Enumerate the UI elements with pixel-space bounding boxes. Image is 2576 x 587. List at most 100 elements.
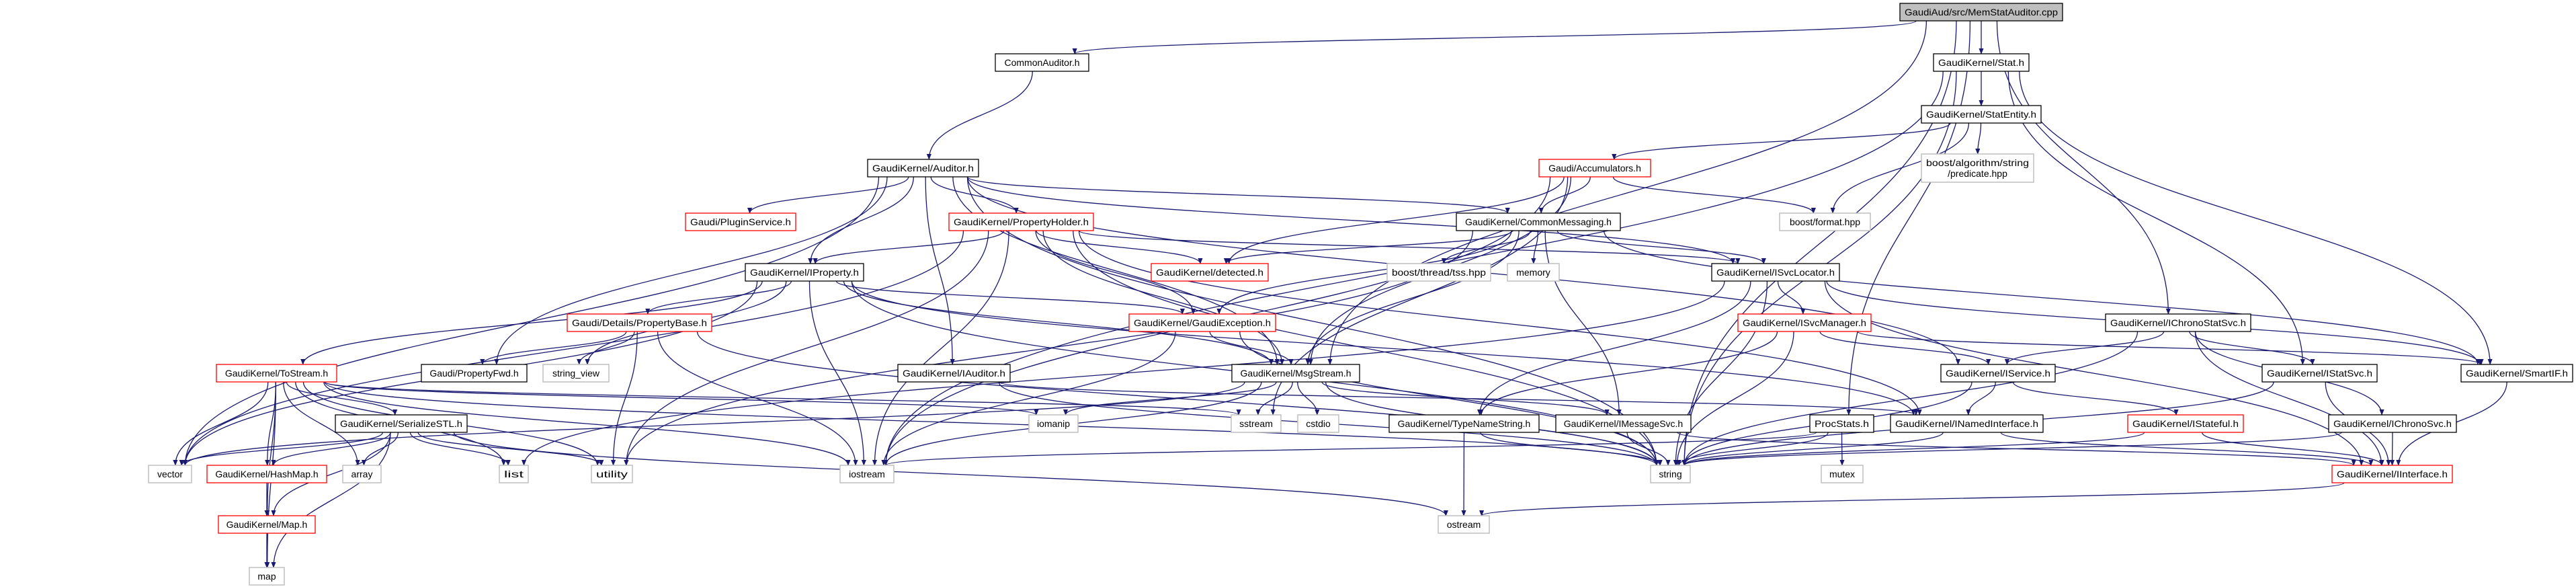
edge-layer bbox=[173, 20, 2507, 568]
node-istatsvc[interactable]: GaudiKernel/IStatSvc.h bbox=[2261, 364, 2378, 383]
edge-ichronosvc-to-string bbox=[1681, 432, 2342, 466]
edge-stat-to-smartif bbox=[2019, 71, 2493, 365]
edge-serializestl-to-utility bbox=[417, 432, 604, 466]
edge-typenamestring-to-string bbox=[1480, 432, 1663, 466]
node-accumulators[interactable]: Gaudi/Accumulators.h bbox=[1538, 159, 1651, 178]
edge-gaudiexception-to-msgstream bbox=[1209, 331, 1294, 365]
node-label: GaudiKernel/SmartIF.h bbox=[2466, 368, 2568, 379]
node-box bbox=[995, 53, 1089, 72]
edge-propertybase-to-string_view bbox=[577, 331, 635, 365]
node-iproperty[interactable]: GaudiKernel/IProperty.h bbox=[745, 263, 864, 282]
node-box bbox=[1438, 515, 1490, 534]
edge-commonmessaging-to-smartif bbox=[1603, 230, 2481, 365]
node-commonauditor[interactable]: CommonAuditor.h bbox=[995, 53, 1089, 72]
node-memstat[interactable]: GaudiAud/src/MemStatAuditor.cpp bbox=[1899, 3, 2063, 22]
node-box bbox=[1386, 263, 1491, 282]
node-box bbox=[591, 465, 633, 483]
node-box bbox=[1028, 414, 1079, 433]
edge-memstat-to-procstats bbox=[1846, 20, 1971, 416]
node-isvclocator[interactable]: GaudiKernel/ISvcLocator.h bbox=[1711, 263, 1840, 282]
edge-commonmessaging-to-detected bbox=[1223, 230, 1513, 264]
node-statentity[interactable]: GaudiKernel/StatEntity.h bbox=[1921, 105, 2042, 124]
node-iauditor[interactable]: GaudiKernel/IAuditor.h bbox=[897, 364, 1011, 383]
node-map_h[interactable]: GaudiKernel/Map.h bbox=[218, 515, 316, 534]
node-msgstream[interactable]: GaudiKernel/MsgStream.h bbox=[1231, 364, 1360, 383]
edge-statentity-to-accumulators bbox=[1612, 122, 1951, 160]
edge-iservice-to-inamedinterface bbox=[1966, 381, 1996, 416]
node-tostream[interactable]: GaudiKernel/ToStream.h bbox=[216, 364, 337, 383]
node-label: GaudiKernel/CommonMessaging.h bbox=[1465, 217, 1612, 227]
node-box bbox=[1940, 364, 2056, 383]
edge-isvcmanager-to-smartif bbox=[1857, 331, 2484, 365]
node-box bbox=[948, 212, 1094, 231]
edge-tostream-to-sstream bbox=[324, 381, 1241, 416]
edge-serializestl-to-ostream bbox=[453, 432, 1448, 516]
node-gaudiexception[interactable]: GaudiKernel/GaudiException.h bbox=[1128, 313, 1276, 332]
edge-serializestl-to-list bbox=[409, 432, 511, 466]
edge-propertyholder-to-vector bbox=[182, 230, 964, 466]
node-box bbox=[542, 364, 610, 383]
edge-propertyholder-to-gaudiexception bbox=[1035, 230, 1196, 315]
edge-commonmessaging-to-tss bbox=[1441, 230, 1531, 264]
node-label: GaudiKernel/ToStream.h bbox=[225, 368, 328, 379]
node-ichronostatsvc[interactable]: GaudiKernel/IChronoStatSvc.h bbox=[2105, 313, 2251, 332]
node-isvcmanager[interactable]: GaudiKernel/ISvcManager.h bbox=[1737, 313, 1872, 332]
node-predicate: boost/algorithm/string/predicate.hpp bbox=[1921, 153, 2034, 183]
edge-isvcmanager-to-typenamestring bbox=[1479, 331, 1778, 416]
edge-commonmessaging-to-memory bbox=[1531, 230, 1539, 264]
node-ichronosvc[interactable]: GaudiKernel/IChronoSvc.h bbox=[2328, 414, 2457, 433]
edge-iproperty-to-msgstream bbox=[843, 280, 1274, 365]
node-iostream: iostream bbox=[839, 465, 895, 483]
node-serializestl[interactable]: GaudiKernel/SerializeSTL.h bbox=[335, 414, 468, 433]
edge-propertybase-to-iostream bbox=[657, 331, 858, 466]
node-hashmap[interactable]: GaudiKernel/HashMap.h bbox=[206, 465, 327, 483]
node-box bbox=[2127, 414, 2244, 433]
node-detected[interactable]: GaudiKernel/detected.h bbox=[1151, 263, 1269, 282]
node-propertyholder[interactable]: GaudiKernel/PropertyHolder.h bbox=[948, 212, 1094, 231]
node-procstats[interactable]: ProcStats.h bbox=[1809, 414, 1874, 433]
node-box bbox=[867, 159, 979, 178]
node-label: GaudiKernel/GaudiException.h bbox=[1134, 317, 1271, 328]
edge-propertyholder-to-isvclocator bbox=[1078, 230, 1741, 264]
node-boostformat: boost/format.hpp bbox=[1779, 212, 1871, 231]
node-inamedinterface[interactable]: GaudiKernel/INamedInterface.h bbox=[1890, 414, 2044, 433]
node-label: GaudiKernel/MsgStream.h bbox=[1241, 368, 1352, 379]
node-istateful[interactable]: GaudiKernel/IStateful.h bbox=[2127, 414, 2244, 433]
edge-commonmessaging-to-gaudiexception bbox=[1216, 230, 1512, 315]
node-pluginservice[interactable]: Gaudi/PluginService.h bbox=[685, 212, 796, 231]
edge-memstat-to-msgstream bbox=[1327, 20, 1927, 365]
edge-isvclocator-to-isvcmanager bbox=[1777, 280, 1806, 315]
node-commonmessaging[interactable]: GaudiKernel/CommonMessaging.h bbox=[1456, 212, 1621, 231]
node-box bbox=[2261, 364, 2378, 383]
edge-tostream-to-map_h bbox=[265, 381, 276, 516]
node-propertybase[interactable]: Gaudi/Details/PropertyBase.h bbox=[567, 313, 712, 332]
node-label: vector bbox=[157, 469, 183, 479]
node-typenamestring[interactable]: GaudiKernel/TypeNameString.h bbox=[1388, 414, 1540, 433]
node-box bbox=[421, 364, 528, 383]
node-string: string bbox=[1650, 465, 1691, 483]
node-cstdio: cstdio bbox=[1297, 414, 1339, 433]
edge-auditor-to-isvclocator bbox=[966, 176, 1736, 264]
edge-msgstream-to-imessagesvc bbox=[1321, 381, 1610, 416]
node-imessagesvc[interactable]: GaudiKernel/IMessageSvc.h bbox=[1555, 414, 1692, 433]
node-iservice[interactable]: GaudiKernel/IService.h bbox=[1940, 364, 2056, 383]
node-sstream: sstream bbox=[1231, 414, 1282, 433]
edge-propertyholder-to-utility bbox=[624, 230, 989, 466]
edge-statentity-to-boostformat bbox=[1830, 122, 1970, 214]
node-box bbox=[216, 364, 337, 383]
node-label: GaudiKernel/Map.h bbox=[226, 519, 308, 530]
node-propertyfwd[interactable]: Gaudi/PropertyFwd.h bbox=[421, 364, 528, 383]
node-label: /predicate.hpp bbox=[1948, 168, 2007, 179]
node-label: Gaudi/PropertyFwd.h bbox=[429, 368, 518, 379]
node-smartif[interactable]: GaudiKernel/SmartIF.h bbox=[2460, 364, 2573, 383]
edge-iservice-to-istateful bbox=[2012, 381, 2179, 416]
node-stat[interactable]: GaudiKernel/Stat.h bbox=[1933, 53, 2030, 72]
node-box bbox=[342, 465, 382, 483]
edge-gaudiexception-to-iostream bbox=[881, 331, 1176, 466]
edge-isvclocator-to-string bbox=[1673, 280, 1768, 466]
node-box bbox=[1650, 465, 1691, 483]
edge-commonauditor-to-auditor bbox=[926, 71, 1033, 160]
node-box bbox=[567, 313, 712, 332]
node-auditor[interactable]: GaudiKernel/Auditor.h bbox=[867, 159, 979, 178]
node-iinterface[interactable]: GaudiKernel/IInterface.h bbox=[2331, 465, 2453, 483]
